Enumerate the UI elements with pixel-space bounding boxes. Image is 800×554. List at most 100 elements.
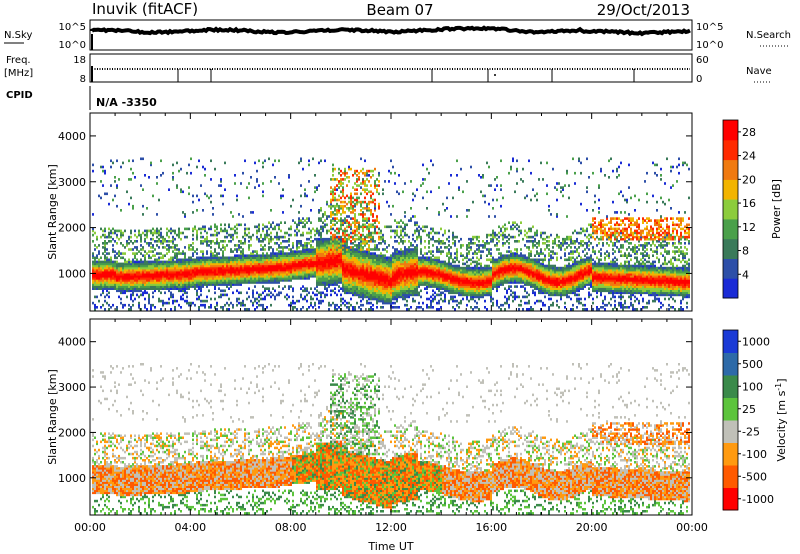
power-cell [116,273,118,276]
power-cell [116,252,118,255]
power-cell [394,248,396,251]
power-cell [368,231,370,235]
power-cell [320,159,322,163]
power-cell [368,244,370,247]
power-cell [226,279,228,282]
power-cell [94,258,96,262]
power-cell [294,252,296,255]
power-cell [160,287,162,290]
power-cell [364,287,366,290]
power-cell [386,250,388,253]
power-cell [170,277,172,280]
power-cell [380,275,382,278]
power-cell [310,244,312,247]
power-cell [426,268,428,272]
power-cell [368,287,370,290]
power-cell [250,262,252,266]
power-cell [134,289,136,293]
power-cell [398,250,400,253]
power-cell [318,268,320,272]
power-cell [364,174,366,177]
power-cell [348,165,350,169]
power-cell [296,242,298,245]
power-cell [416,283,418,286]
power-cell [330,221,332,224]
power-cell [242,281,244,284]
power-cell [316,277,318,280]
power-cell [410,285,412,288]
power-cell [234,281,236,284]
power-cell [162,237,164,241]
power-cell [390,275,392,278]
power-cell [432,235,434,239]
power-cell [352,291,354,295]
power-cell [426,233,428,237]
power-cell [342,192,344,196]
power-cell [364,182,366,185]
power-cell [132,279,134,282]
power-cell [344,196,346,200]
power-cell [302,256,304,260]
power-cell [308,252,310,255]
power-cell [102,273,104,276]
power-cell [280,270,282,274]
power-cell [114,240,116,243]
power-cell [434,231,436,235]
power-cell [296,223,298,227]
power-cell [282,246,284,249]
power-cell [198,260,200,264]
power-cell [392,273,394,276]
power-cell [180,277,182,280]
power-cell [372,215,374,218]
power-cell [374,204,376,208]
power-cell [316,252,318,255]
power-cell [144,240,146,243]
power-cell [262,246,264,249]
power-cell [318,262,320,266]
power-cell [106,279,108,282]
power-cell [402,266,404,270]
power-cell [234,256,236,260]
power-cell [144,297,146,301]
power-cell [138,229,140,233]
power-cell [312,306,314,309]
power-cell [242,260,244,264]
power-cell [330,273,332,276]
power-cell [124,283,126,286]
power-cell [368,277,370,280]
power-cell [406,287,408,290]
power-cell [410,180,412,183]
freq-label-line1: Freq. [6,55,31,66]
power-cell [286,293,288,297]
power-cell [344,266,346,270]
power-cell [140,289,142,293]
power-cell [174,260,176,264]
power-cell [186,266,188,270]
power-cell [358,244,360,247]
power-cell [354,171,356,175]
power-cell [132,281,134,284]
power-cell [402,287,404,290]
power-cell [392,295,394,299]
power-cell [258,258,260,262]
power-cell [334,233,336,237]
power-cell [92,283,94,286]
power-cell [136,293,138,297]
power-cell [250,244,252,247]
power-cell [418,291,420,295]
power-cell [294,264,296,268]
power-cell [344,268,346,272]
power-cell [232,256,234,260]
power-cell [254,266,256,270]
power-cell [398,266,400,270]
power-cell [278,262,280,266]
power-cell [278,266,280,270]
power-cell [316,248,318,251]
power-cell [184,215,186,218]
power-cell [370,260,372,264]
power-cell [196,256,198,260]
power-cell [170,262,172,266]
power-cell [116,266,118,270]
power-cell [274,176,276,179]
power-cell [260,281,262,284]
